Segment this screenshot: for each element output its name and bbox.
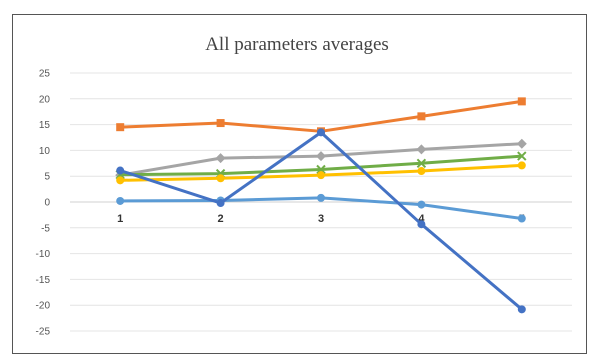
data-point [416,158,427,169]
series-lines [115,97,527,314]
series-6 [116,128,526,314]
x-tick-label: 1 [117,213,123,225]
y-tick-label: -25 [36,327,51,338]
series-4 [116,161,526,185]
x-tick-label: 4 [418,213,425,225]
data-point [517,97,526,106]
data-point [517,161,526,170]
data-point [417,220,426,229]
gridlines [70,72,572,332]
y-tick-label: -10 [36,249,51,260]
line-chart: All parameters averages 25 20 15 10 5 0 -5 -10 -… [36,34,572,338]
data-point [316,164,326,175]
y-tick-label: 20 [39,94,51,105]
data-point [517,305,526,314]
chart-title: All parameters averages [205,34,389,55]
data-point [216,119,225,128]
data-point [417,167,426,176]
x-axis-ticks: 12345 [117,213,525,225]
y-tick-label: 5 [44,172,50,183]
y-tick-label: 25 [39,69,51,80]
y-tick-label: -15 [36,275,51,286]
data-point [416,144,427,155]
x-tick-label: 2 [218,213,224,225]
y-tick-label: 15 [39,120,51,131]
data-point [216,174,225,183]
y-tick-label: 10 [39,146,51,157]
y-tick-label: -20 [36,301,51,312]
data-point [517,214,526,223]
data-point [417,112,426,121]
data-point [517,151,527,161]
series-line [120,99,523,133]
data-point [216,199,225,208]
y-tick-label: 0 [44,198,50,209]
data-point [317,171,325,180]
data-point [317,193,325,202]
data-point [116,176,125,185]
data-point [317,128,325,137]
data-point [116,196,125,205]
y-tick-label: -5 [41,223,50,234]
y-axis-ticks: 25 20 15 10 5 0 -5 -10 -15 -20 -25 [36,69,51,338]
data-point [417,200,426,209]
chart-frame [12,14,587,354]
data-point [516,138,527,149]
data-point [215,153,226,164]
x-tick-label: 3 [318,213,324,225]
data-point [116,123,125,132]
data-point [116,166,125,175]
data-point [316,151,326,162]
